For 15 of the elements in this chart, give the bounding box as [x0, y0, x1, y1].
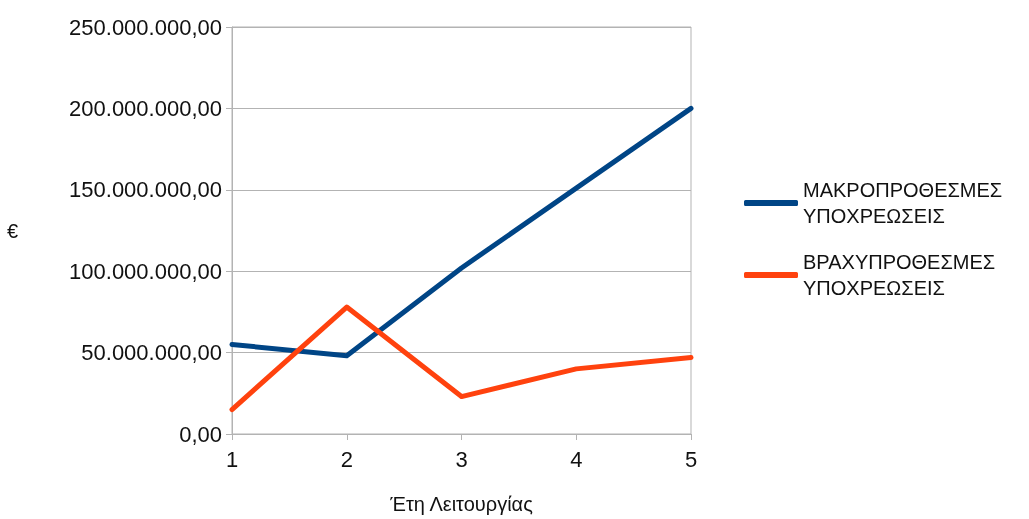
x-tick-label: 2	[340, 446, 353, 472]
y-tick-label: 150.000.000,00	[69, 177, 222, 203]
legend-label: ΜΑΚΡΟΠΡΟΘΕΣΜΕΣ ΥΠΟΧΡΕΩΣΕΙΣ	[803, 179, 1003, 227]
y-tick-label: 0,00	[179, 421, 222, 447]
x-tick-label: 1	[225, 446, 239, 472]
x-tick-label: 3	[455, 446, 468, 472]
y-tick-label: 100.000.000,00	[69, 258, 222, 284]
y-tick-label: 200.000.000,00	[69, 95, 222, 121]
x-axis-title: Έτη Λειτουργίας	[389, 493, 534, 515]
y-tick-label: 250.000.000,00	[69, 14, 222, 40]
legend-label: ΒΡΑΧΥΠΡΟΘΕΣΜΕΣ ΥΠΟΧΡΕΩΣΕΙΣ	[803, 251, 996, 299]
x-tick-label: 5	[684, 446, 698, 472]
x-tick-label: 4	[570, 446, 583, 472]
y-axis-title: €	[6, 219, 18, 242]
y-tick-label: 50.000.000,00	[81, 340, 222, 366]
